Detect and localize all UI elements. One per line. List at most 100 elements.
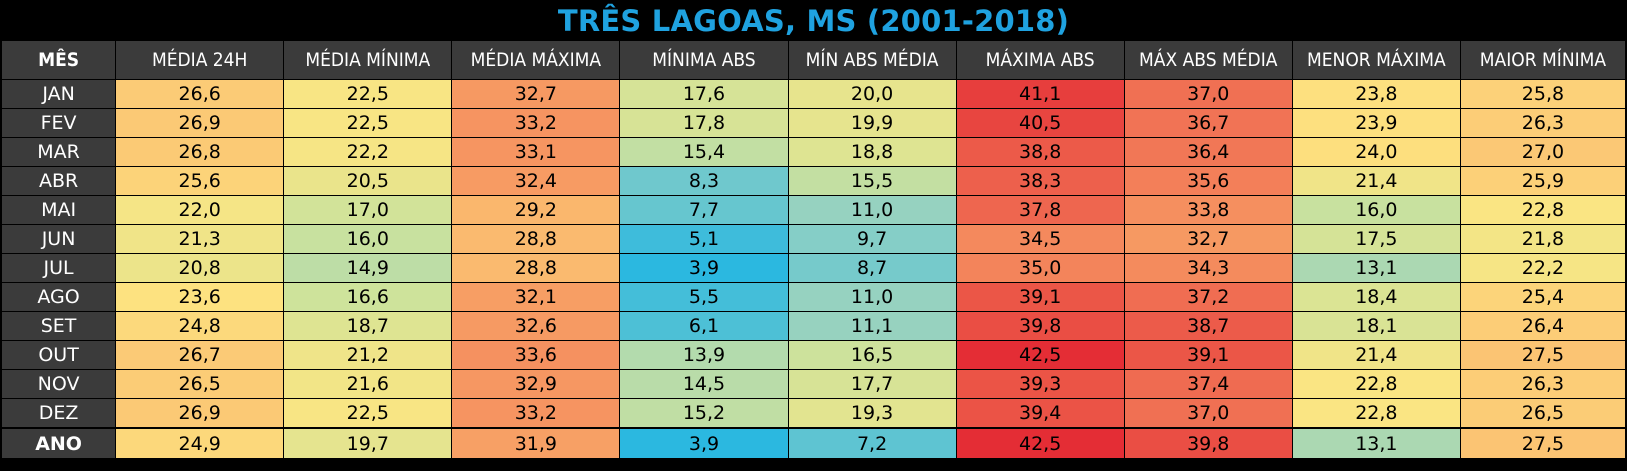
value-cell: 22,8 <box>1291 369 1461 399</box>
value-cell: 17,6 <box>619 79 789 109</box>
value-cell: 41,1 <box>955 79 1125 109</box>
value-cell: 23,8 <box>1291 79 1461 109</box>
value-cell: 33,6 <box>451 340 621 370</box>
column-header: MÉDIA MÍNIMA <box>283 40 453 80</box>
column-header: MÁXIMA ABS <box>955 40 1125 80</box>
chart-title: TRÊS LAGOAS, MS (2001-2018) <box>557 4 1070 38</box>
value-cell: 3,9 <box>619 253 789 283</box>
value-cell: 27,0 <box>1459 137 1627 167</box>
value-cell: 24,0 <box>1291 137 1461 167</box>
value-cell: 38,3 <box>955 166 1125 196</box>
month-label: JUN <box>0 224 117 254</box>
value-cell: 20,8 <box>115 253 285 283</box>
value-cell: 33,1 <box>451 137 621 167</box>
value-cell: 32,7 <box>1123 224 1293 254</box>
value-cell: 15,2 <box>619 398 789 429</box>
month-row: JAN 26,6 22,5 32,7 17,6 20,0 41,1 37,0 23,8 25,8 <box>0 79 1627 109</box>
value-cell: 17,0 <box>283 195 453 225</box>
value-cell: 25,4 <box>1459 282 1627 312</box>
column-header-month: MÊS <box>0 40 117 80</box>
value-cell: 7,2 <box>787 427 957 459</box>
value-cell: 26,9 <box>115 398 285 429</box>
value-cell: 19,3 <box>787 398 957 429</box>
annual-row: ANO 24,9 19,7 31,9 3,9 7,2 42,5 39,8 13,1 27,5 <box>0 427 1627 459</box>
value-cell: 26,8 <box>115 137 285 167</box>
value-cell: 5,5 <box>619 282 789 312</box>
month-row: OUT 26,7 21,2 33,6 13,9 16,5 42,5 39,1 21,4 27,5 <box>0 340 1627 370</box>
month-label: AGO <box>0 282 117 312</box>
value-cell: 15,4 <box>619 137 789 167</box>
value-cell: 33,2 <box>451 108 621 138</box>
value-cell: 22,5 <box>283 108 453 138</box>
value-cell: 16,5 <box>787 340 957 370</box>
value-cell: 37,0 <box>1123 398 1293 429</box>
value-cell: 23,6 <box>115 282 285 312</box>
value-cell: 3,9 <box>619 427 789 459</box>
value-cell: 37,8 <box>955 195 1125 225</box>
value-cell: 26,3 <box>1459 108 1627 138</box>
value-cell: 24,8 <box>115 311 285 341</box>
value-cell: 15,5 <box>787 166 957 196</box>
value-cell: 24,9 <box>115 427 285 459</box>
column-header: MAIOR MÍNIMA <box>1459 40 1627 80</box>
value-cell: 22,8 <box>1291 398 1461 429</box>
climate-table: MÊS MÉDIA 24H MÉDIA MÍNIMA MÉDIA MÁXIMA … <box>0 40 1627 459</box>
column-header: MÍNIMA ABS <box>619 40 789 80</box>
value-cell: 26,5 <box>115 369 285 399</box>
value-cell: 13,9 <box>619 340 789 370</box>
month-label: JUL <box>0 253 117 283</box>
value-cell: 31,9 <box>451 427 621 459</box>
value-cell: 34,3 <box>1123 253 1293 283</box>
value-cell: 11,1 <box>787 311 957 341</box>
value-cell: 21,8 <box>1459 224 1627 254</box>
value-cell: 21,6 <box>283 369 453 399</box>
value-cell: 42,5 <box>955 340 1125 370</box>
month-row: SET 24,8 18,7 32,6 6,1 11,1 39,8 38,7 18,1 26,4 <box>0 311 1627 341</box>
table-body: JAN 26,6 22,5 32,7 17,6 20,0 41,1 37,0 23,8 25,8 F… <box>0 79 1627 459</box>
value-cell: 9,7 <box>787 224 957 254</box>
value-cell: 21,3 <box>115 224 285 254</box>
value-cell: 36,7 <box>1123 108 1293 138</box>
value-cell: 17,7 <box>787 369 957 399</box>
month-row: DEZ 26,9 22,5 33,2 15,2 19,3 39,4 37,0 22,8 26,5 <box>0 398 1627 429</box>
value-cell: 20,5 <box>283 166 453 196</box>
value-cell: 13,1 <box>1291 253 1461 283</box>
value-cell: 26,9 <box>115 108 285 138</box>
value-cell: 29,2 <box>451 195 621 225</box>
value-cell: 32,6 <box>451 311 621 341</box>
value-cell: 13,1 <box>1291 427 1461 459</box>
value-cell: 20,0 <box>787 79 957 109</box>
value-cell: 22,5 <box>283 398 453 429</box>
value-cell: 26,5 <box>1459 398 1627 429</box>
month-label: NOV <box>0 369 117 399</box>
value-cell: 37,0 <box>1123 79 1293 109</box>
value-cell: 18,4 <box>1291 282 1461 312</box>
value-cell: 19,7 <box>283 427 453 459</box>
value-cell: 26,6 <box>115 79 285 109</box>
value-cell: 36,4 <box>1123 137 1293 167</box>
value-cell: 16,0 <box>283 224 453 254</box>
value-cell: 27,5 <box>1459 340 1627 370</box>
value-cell: 33,2 <box>451 398 621 429</box>
value-cell: 26,3 <box>1459 369 1627 399</box>
value-cell: 7,7 <box>619 195 789 225</box>
month-row: JUN 21,3 16,0 28,8 5,1 9,7 34,5 32,7 17,5 21,8 <box>0 224 1627 254</box>
value-cell: 22,8 <box>1459 195 1627 225</box>
value-cell: 19,9 <box>787 108 957 138</box>
value-cell: 32,4 <box>451 166 621 196</box>
annual-label: ANO <box>0 427 117 459</box>
month-row: MAR 26,8 22,2 33,1 15,4 18,8 38,8 36,4 24,0 27,0 <box>0 137 1627 167</box>
value-cell: 38,8 <box>955 137 1125 167</box>
value-cell: 18,1 <box>1291 311 1461 341</box>
month-label: OUT <box>0 340 117 370</box>
value-cell: 5,1 <box>619 224 789 254</box>
month-label: ABR <box>0 166 117 196</box>
value-cell: 39,4 <box>955 398 1125 429</box>
value-cell: 39,3 <box>955 369 1125 399</box>
value-cell: 35,6 <box>1123 166 1293 196</box>
month-row: JUL 20,8 14,9 28,8 3,9 8,7 35,0 34,3 13,1 22,2 <box>0 253 1627 283</box>
month-row: AGO 23,6 16,6 32,1 5,5 11,0 39,1 37,2 18,4 25,4 <box>0 282 1627 312</box>
month-label: DEZ <box>0 398 117 429</box>
value-cell: 39,1 <box>1123 340 1293 370</box>
value-cell: 40,5 <box>955 108 1125 138</box>
